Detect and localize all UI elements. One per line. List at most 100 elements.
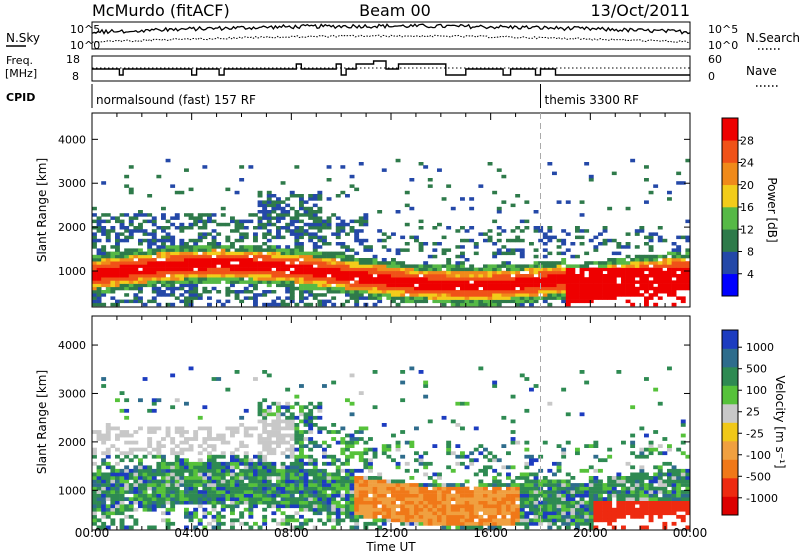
heatmap-cell (193, 511, 199, 516)
heatmap-cell (124, 184, 130, 188)
heatmap-cell (561, 500, 567, 505)
heatmap-cell (556, 251, 562, 256)
heatmap-cell (312, 274, 318, 278)
heatmap-cell (460, 274, 465, 278)
heatmap-cell (147, 483, 153, 487)
heatmap-cell (533, 283, 539, 288)
heatmap-cell (138, 299, 143, 304)
heatmap-cell (349, 514, 355, 519)
heatmap-cell (317, 274, 323, 278)
heatmap-cell (455, 504, 461, 509)
heatmap-cell (299, 483, 304, 487)
heatmap-cell (409, 504, 415, 509)
heatmap-cell (473, 267, 479, 272)
heatmap-cell (533, 479, 539, 484)
heatmap-cell (262, 203, 268, 208)
power-colorbar-label: Power [dB] (765, 177, 779, 242)
heatmap-cell (547, 283, 553, 288)
heatmap-cell (299, 203, 304, 208)
heatmap-cell (289, 426, 295, 431)
heatmap-cell (372, 476, 378, 480)
heatmap-cell (653, 267, 659, 272)
heatmap-cell (469, 283, 475, 288)
heatmap-cell (685, 219, 691, 224)
heatmap-cell (404, 493, 410, 498)
heatmap-cell (372, 293, 378, 297)
heatmap-cell (685, 274, 691, 278)
heatmap-cell (621, 264, 626, 268)
heatmap-cell (156, 290, 162, 294)
heatmap-cell (501, 511, 507, 516)
heatmap-cell (253, 274, 258, 278)
heatmap-cell (575, 493, 580, 498)
heatmap-cell (648, 261, 654, 265)
heatmap-cell (294, 504, 300, 509)
heatmap-cell (414, 518, 419, 523)
heatmap-cell (289, 514, 295, 519)
heatmap-cell (303, 232, 309, 236)
heatmap-cell (151, 277, 157, 281)
heatmap-cell (653, 290, 659, 294)
heatmap-cell (262, 440, 268, 445)
heatmap-cell (519, 521, 525, 526)
heatmap-cell (584, 493, 590, 498)
heatmap-cell (598, 232, 603, 236)
heatmap-cell (473, 507, 479, 512)
heatmap-cell (414, 238, 419, 243)
heatmap-cell (133, 454, 139, 459)
heatmap-cell (211, 245, 217, 249)
heatmap-cell (317, 293, 323, 297)
heatmap-cell (423, 299, 429, 304)
heatmap-cell (335, 504, 341, 509)
heatmap-cell (299, 280, 304, 284)
heatmap-cell (193, 258, 199, 262)
heatmap-cell (395, 490, 401, 494)
heatmap-cell (128, 451, 134, 456)
heatmap-cell (294, 302, 300, 307)
heatmap-cell (340, 245, 346, 249)
heatmap-cell (542, 296, 548, 300)
heatmap-cell (556, 461, 562, 466)
heatmap-cell (450, 451, 456, 456)
heatmap-cell (197, 258, 203, 262)
heatmap-cell (188, 476, 194, 480)
heatmap-cell (257, 251, 263, 256)
heatmap-cell (469, 490, 475, 494)
heatmap-cell (174, 426, 180, 431)
heatmap-cell (105, 483, 111, 487)
heatmap-cell (427, 270, 433, 275)
heatmap-cell (547, 497, 553, 501)
heatmap-cell (243, 486, 249, 491)
heatmap-cell (538, 290, 544, 294)
heatmap-cell (165, 293, 171, 297)
heatmap-cell (579, 486, 585, 491)
heatmap-cell (460, 226, 465, 230)
heatmap-cell (542, 286, 548, 291)
heatmap-cell (418, 521, 424, 526)
heatmap-cell (276, 405, 281, 410)
heatmap-cell (496, 267, 502, 272)
heatmap-cell (96, 500, 102, 505)
heatmap-cell (427, 280, 433, 284)
heatmap-cell (409, 366, 415, 371)
heatmap-cell (478, 270, 484, 275)
heatmap-cell (354, 270, 360, 275)
heatmap-cell (552, 270, 557, 275)
heatmap-cell (207, 270, 212, 275)
heatmap-cell (345, 258, 350, 262)
heatmap-cell (202, 254, 208, 259)
heatmap-cell (676, 258, 682, 262)
heatmap-cell (368, 497, 373, 501)
heatmap-cell (138, 447, 143, 452)
heatmap-cell (630, 267, 636, 272)
heatmap-cell (487, 483, 493, 487)
heatmap-cell (432, 296, 438, 300)
heatmap-cell (446, 299, 452, 304)
heatmap-cell (432, 444, 438, 448)
heatmap-cell (552, 511, 557, 516)
heatmap-cell (565, 497, 571, 501)
heatmap-cell (450, 468, 456, 473)
heatmap-cell (529, 521, 534, 526)
heatmap-cell (138, 497, 143, 501)
colorbar-tick-label: 16 (740, 201, 754, 214)
